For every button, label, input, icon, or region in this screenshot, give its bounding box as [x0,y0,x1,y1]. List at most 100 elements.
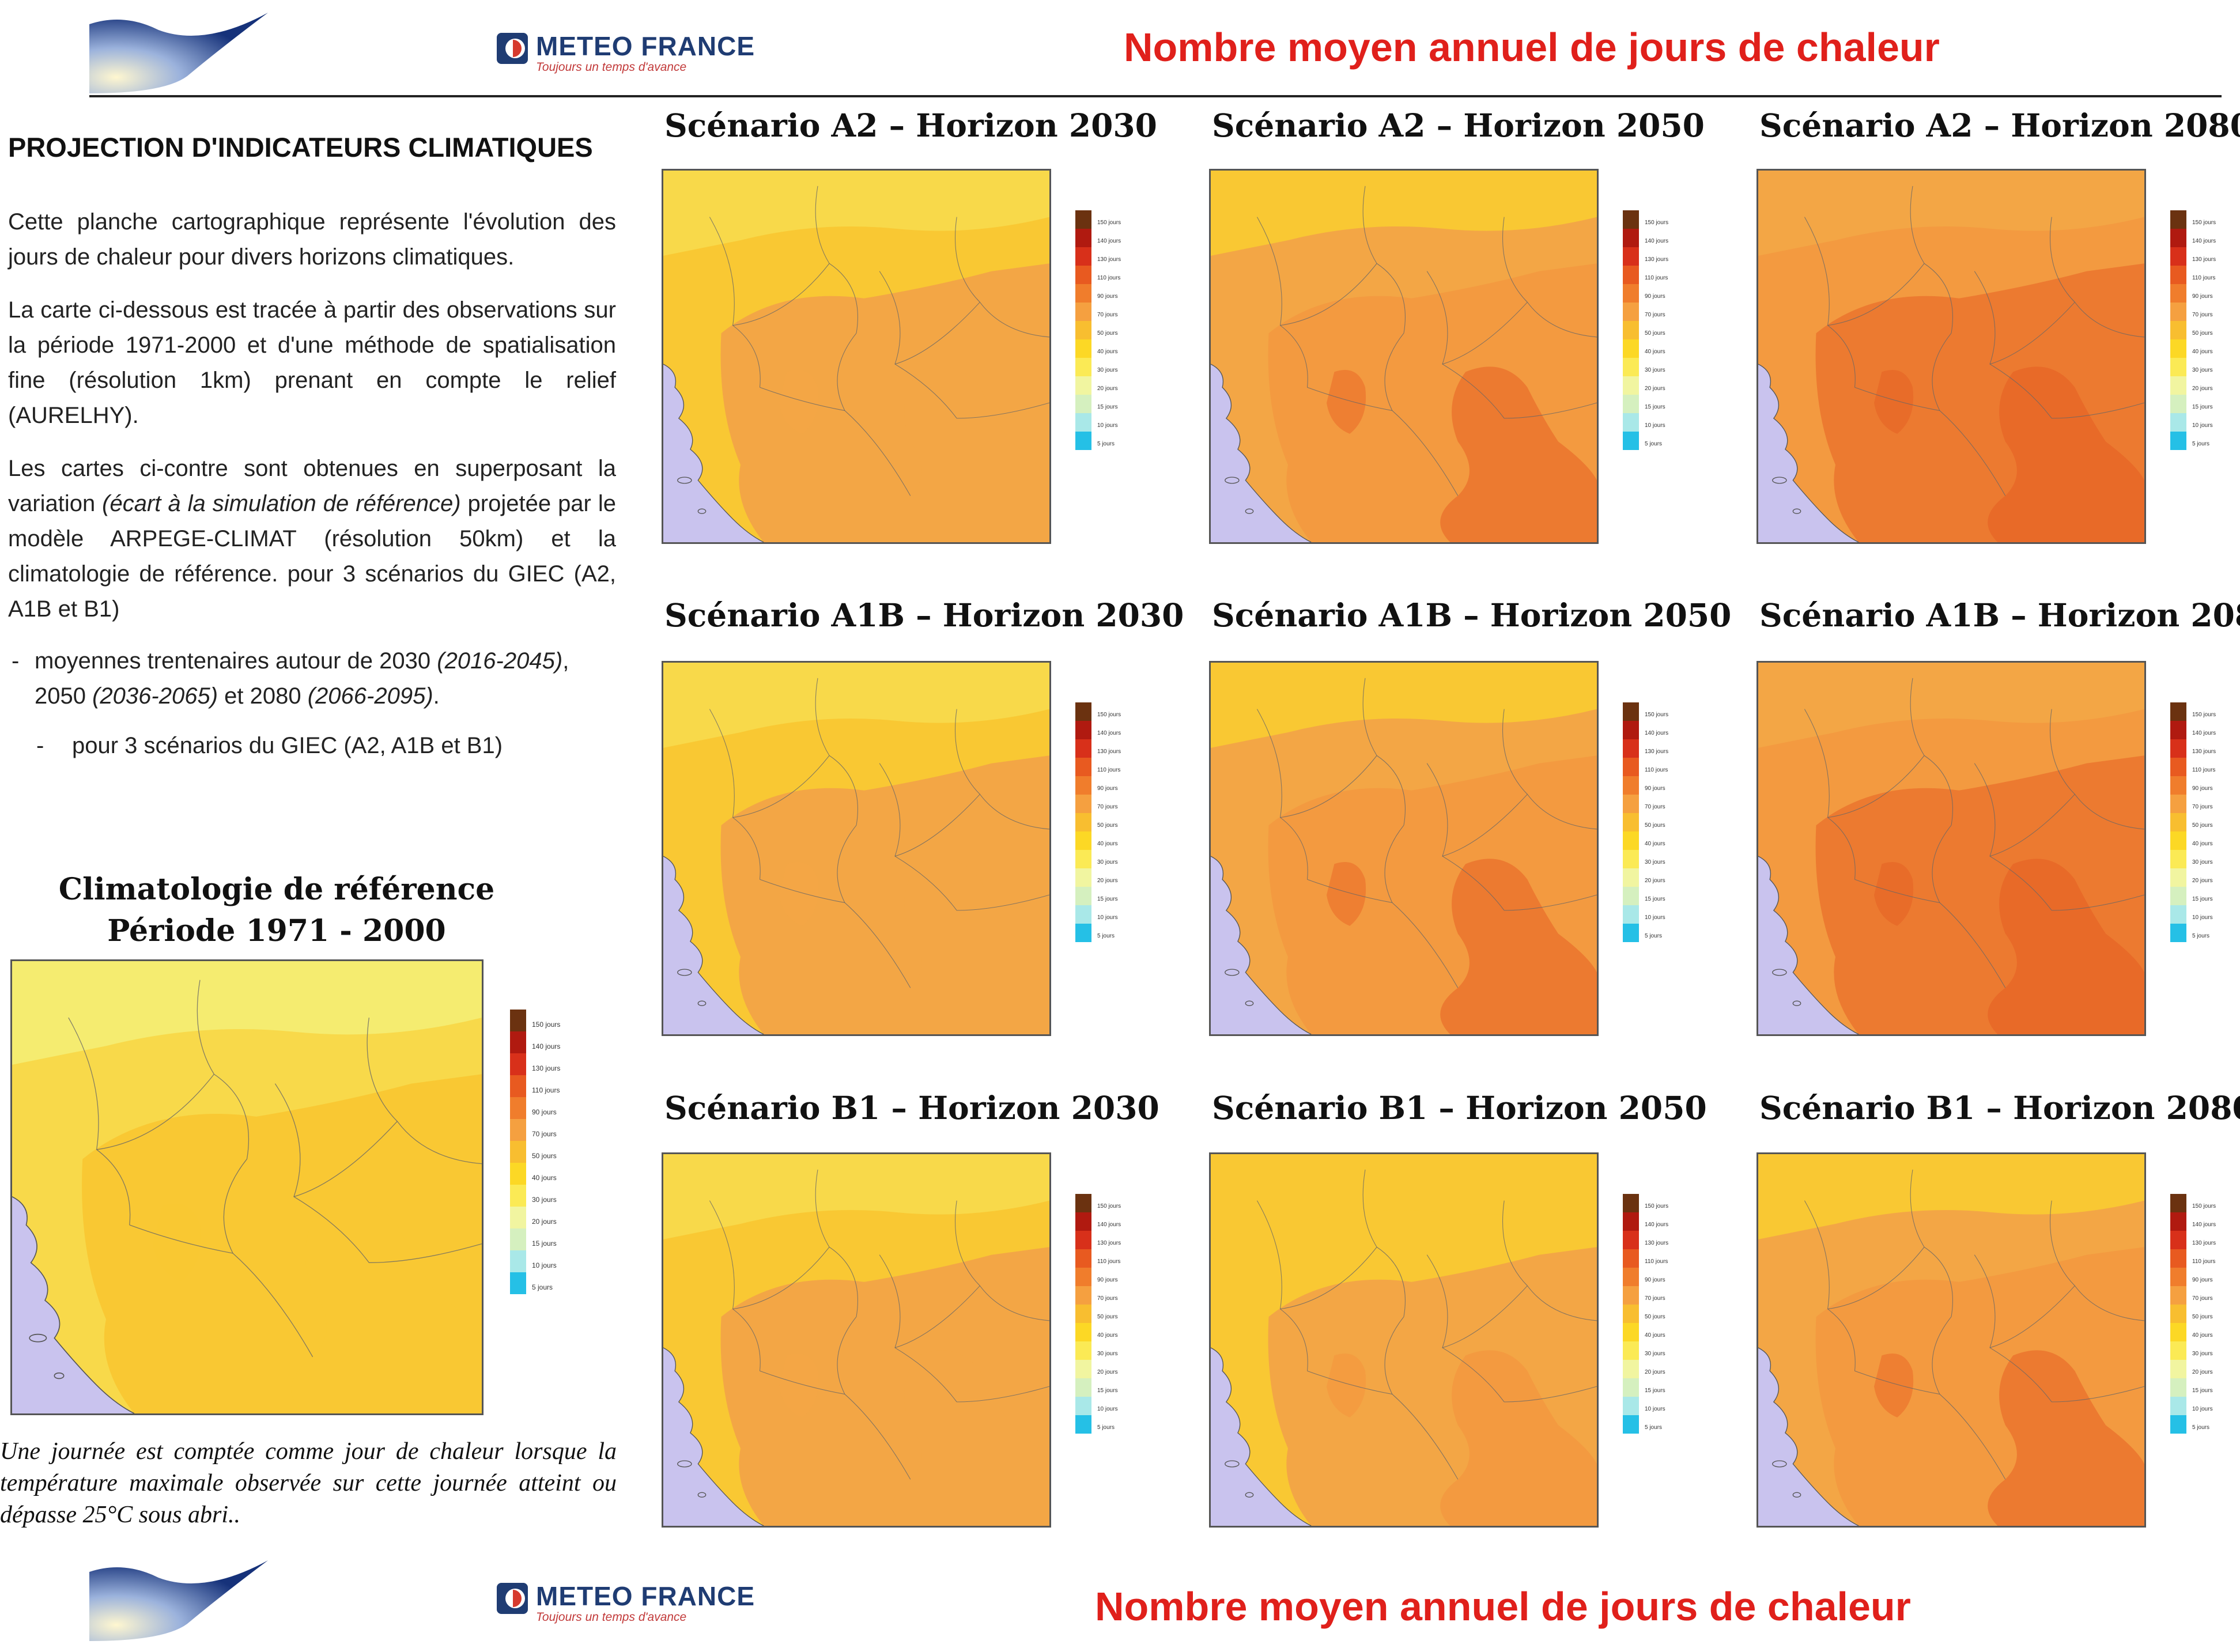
scenario-paragraph: Les cartes ci-contre sont obtenues en su… [8,451,616,627]
map-north-band [663,1154,1049,1239]
map-sea [1211,1347,1312,1526]
legend-swatch [1075,1305,1091,1323]
legend-label: 5 jours [1645,933,1663,939]
heat-map-svg [1758,171,2144,542]
legend-label: 130 jours [1645,748,1669,755]
map-border [2052,894,2144,911]
map-hot-zone [1988,1350,2144,1526]
legend-label: 70 jours [1645,1295,1665,1302]
legend-color-bar [1075,702,1091,942]
scenario-map-title: Scénario A1B – Horizon 2050 [1212,596,1732,634]
map-border [1362,678,1406,826]
legend-swatch [2170,247,2186,266]
map-hot-patch [1327,370,1366,434]
legend-swatch [1623,831,1639,850]
map-border [1932,825,1952,903]
map-border [1256,709,1308,880]
map-border [1384,825,1404,903]
legend-swatch [510,1031,526,1053]
footer-title: Nombre moyen annuel de jours de chaleur [1095,1584,1911,1629]
legend-label: 150 jours [2192,712,2216,718]
map-island [697,1492,707,1498]
map-north-band [1758,1154,2144,1239]
legend-label: 140 jours [2192,730,2216,736]
legend-label: 20 jours [2192,385,2213,392]
map-coastline [1758,856,1859,1034]
legend-swatch [1623,1212,1639,1231]
map-coastline [663,1347,764,1526]
map-hot-patch [1874,1354,1914,1417]
legend-label: 30 jours [1097,1351,1118,1357]
map-border [1502,709,1597,830]
legend-label: 30 jours [1645,367,1665,373]
map-border [96,1073,214,1150]
legend-label: 10 jours [1645,1406,1665,1412]
scenario-legend: 150 jours 140 jours 130 jours 110 jours 90 j… [1623,1194,1692,1447]
map-border [2050,709,2144,830]
map-border [2052,402,2144,419]
map-border [1442,1286,1528,1348]
legend-swatch [2170,321,2186,339]
legend-label: 20 jours [532,1218,557,1226]
legend-label: 140 jours [532,1042,561,1050]
scenario-map [1209,661,1599,1036]
legend-label: 40 jours [1645,1332,1665,1339]
map-border [1804,1200,1856,1371]
map-border [709,217,761,388]
legend-swatch [1075,284,1091,303]
legend-swatch [1623,321,1639,339]
legend-label: 10 jours [1097,422,1118,429]
legend-label: 20 jours [2192,878,2213,884]
legend-swatch [510,1053,526,1075]
bullet-horizons-em1: (2016-2045) [437,648,563,674]
map-border [837,1316,857,1394]
legend-label: 10 jours [532,1261,557,1269]
scenario-paragraph-a: Les cartes ci-contre sont obtenues en su… [8,456,616,516]
map-sea [663,1347,764,1526]
legend-label: 20 jours [1097,878,1118,884]
legend-swatch [1075,229,1091,247]
map-island [29,1333,47,1343]
heat-map-svg [663,663,1049,1034]
map-north-band [1758,663,2144,748]
legend-swatch [1623,702,1639,721]
map-island [677,1460,692,1468]
legend-swatch [2170,1397,2186,1415]
scenario-map-title: Scénario B1 – Horizon 2080 [1759,1089,2240,1126]
map-island [1225,477,1240,484]
legend-swatch [2170,813,2186,831]
legend-swatch [2170,702,2186,721]
legend-label: 110 jours [1097,1258,1121,1265]
legend-label: 30 jours [1645,859,1665,865]
legend-label: 5 jours [2192,1424,2210,1431]
map-border [760,1370,911,1480]
header-logo-text: METEO FRANCE [536,31,755,61]
legend-label: 30 jours [2192,367,2213,373]
scenario-map-title: Scénario A1B – Horizon 2080 [1759,596,2240,634]
legend-swatch [2170,376,2186,395]
legend-swatch [510,1010,526,1031]
map-island [697,508,707,514]
legend-label: 50 jours [1097,822,1118,829]
map-border [2050,1200,2144,1321]
legend-swatch [2170,1268,2186,1286]
map-island [1245,1492,1254,1498]
legend-swatch [1075,376,1091,395]
legend-swatch [1623,1249,1639,1268]
scenario-map [1209,1152,1599,1528]
section-heading: PROJECTION D'INDICATEURS CLIMATIQUES [8,132,593,162]
map-border [957,894,1049,911]
map-border [709,1200,761,1371]
legend-swatch [1075,887,1091,905]
legend-label: 90 jours [1645,785,1665,792]
legend-label: 50 jours [532,1152,557,1160]
map-border [1362,1169,1406,1317]
legend-swatch [1623,284,1639,303]
map-hot-patch [153,1204,201,1282]
map-border [1989,302,2075,365]
map-border [1280,755,1377,818]
legend-swatch [1623,813,1639,831]
legend-swatch [1075,339,1091,358]
legend-label: 130 jours [1645,1240,1669,1246]
map-hot-patch [779,1354,819,1417]
